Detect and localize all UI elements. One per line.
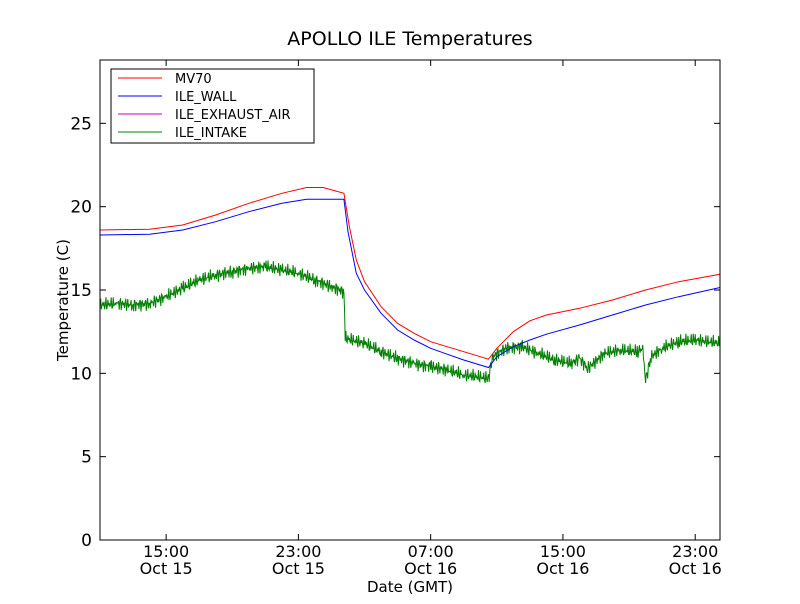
legend-label: MV70: [175, 72, 212, 87]
series-line-ile-wall: [99, 198, 721, 369]
series-line-ile-intake: [99, 260, 721, 384]
y-axis-label: Temperature (C): [54, 239, 72, 362]
y-tick-label: 20: [70, 198, 92, 218]
legend-box: [110, 68, 315, 144]
y-tick-label: 10: [70, 364, 92, 384]
x-tick-label-time: 23:00: [275, 542, 321, 561]
x-tick-label-date: Oct 16: [669, 559, 722, 578]
legend-label: ILE_EXHAUST_AIR: [175, 108, 291, 123]
legend: MV70 ILE_WALL ILE_EXHAUST_AIR ILE_INTAKE: [110, 68, 315, 144]
legend-label: ILE_INTAKE: [175, 126, 247, 141]
plot-frame: [99, 59, 721, 541]
y-tick-label: 0: [81, 531, 92, 551]
x-tick-label-date: Oct 15: [140, 559, 193, 578]
series-layer: [99, 187, 721, 384]
y-tick-label: 5: [81, 448, 92, 468]
x-tick-label-time: 15:00: [540, 542, 586, 561]
y-tick-label: 15: [70, 281, 92, 301]
x-axis-label: Date (GMT): [367, 578, 453, 596]
chart-title: APOLLO ILE Temperatures: [287, 28, 532, 50]
x-tick-label-date: Oct 16: [536, 559, 589, 578]
x-tick-label-date: Oct 16: [404, 559, 457, 578]
x-tick-label-time: 15:00: [143, 542, 189, 561]
y-tick-label: 25: [70, 114, 92, 134]
legend-label: ILE_WALL: [175, 90, 237, 105]
series-line-mv70: [99, 187, 721, 360]
x-tick-label-time: 07:00: [408, 542, 454, 561]
x-tick-label-time: 23:00: [672, 542, 718, 561]
x-tick-label-date: Oct 15: [272, 559, 325, 578]
